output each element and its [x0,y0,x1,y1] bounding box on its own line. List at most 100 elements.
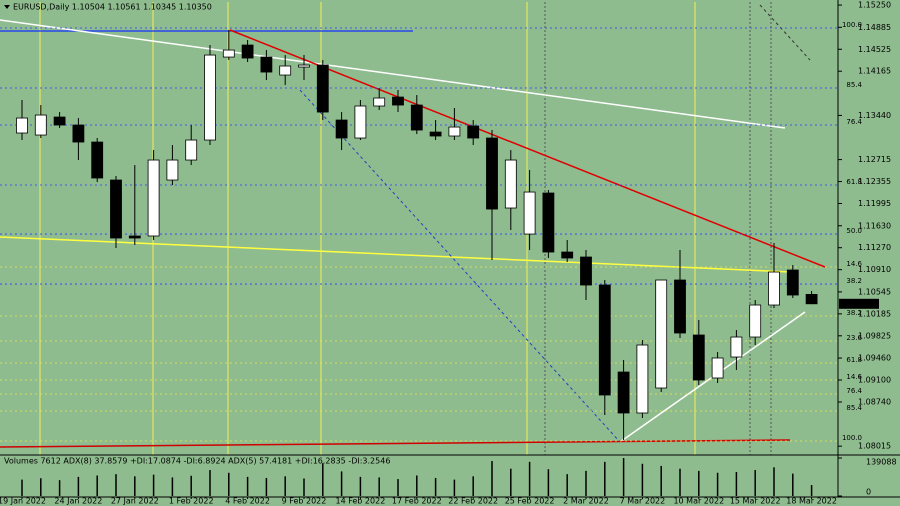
candle-body [72,124,85,143]
y-tick-label: 1.15250 [858,1,891,10]
indicator-label: Volumes 7612 ADX(8) 37.8579 +DI:17.0874 … [4,457,390,466]
x-tick-label: 22 Feb 2022 [448,497,498,506]
candle-body [617,371,630,414]
candle-body [598,284,611,396]
candle-body [692,334,705,381]
fib-label: 85.4 [846,81,862,89]
y-tick-label: 1.12355 [858,177,891,186]
candle-body [655,279,668,389]
chart-title: EURUSD,Daily 1.10504 1.10561 1.10345 1.1… [13,3,212,12]
candle-body [805,294,818,305]
candle-body [128,235,141,239]
y-tick-label: 1.10185 [858,309,891,318]
candle-body [467,125,480,139]
candle-body [410,104,423,131]
candle-body [279,65,292,76]
candle-body [166,159,179,181]
x-tick-label: 2 Mar 2022 [563,497,609,506]
x-tick-label: 15 Mar 2022 [730,497,781,506]
dotted-separators [544,2,772,455]
candle-body [749,304,762,338]
fib-label: 76.4 [846,118,862,126]
trend-lines [0,4,826,448]
candle-body [298,64,310,68]
x-tick-label: 24 Jan 2022 [54,497,102,506]
candle-body [542,192,555,253]
candle-body [429,131,442,137]
x-tick-label: 25 Feb 2022 [505,497,555,506]
candle-body [561,251,574,259]
candle-body [392,96,404,106]
candle-body [768,271,780,306]
candle-body [110,179,122,239]
candle-body [91,141,104,179]
candle-body [16,117,28,134]
x-tick-label: 9 Feb 2022 [282,497,327,506]
candle-body [204,54,216,141]
fib-label: 50.0 [846,227,862,235]
x-tick-label: 7 Mar 2022 [620,497,666,506]
y-tick-label: 1.09825 [858,331,891,340]
y-tick-label: 1.11630 [858,221,891,230]
y-tick-label: 1.09100 [858,376,891,385]
x-tick-label: 27 Jan 2022 [111,497,159,506]
y-tick-label: 1.14885 [858,23,891,32]
candle-body [711,357,724,379]
fib-label: 85.4 [846,404,862,412]
fib-label: 38.2 [846,277,862,285]
x-tick-label: 17 Feb 2022 [392,497,442,506]
x-tick-label: 1 Feb 2022 [169,497,214,506]
y-tick-label: 1.08015 [858,442,891,451]
fib-label: 14.6 [846,373,862,381]
y-tick-label: 1.14525 [858,45,891,54]
candle-body [523,191,536,235]
menu-triangle [4,5,10,9]
x-tick-label: 18 Mar 2022 [786,497,837,506]
y-tick-label: 1.10910 [858,265,891,274]
candle-body [185,139,198,161]
candle-body [730,336,743,358]
candle-body [34,114,47,136]
y-tick-label: 1.12715 [858,155,891,164]
y-tick-label: 1.11270 [858,243,891,252]
candle-body [53,116,66,126]
y-tick-label: 1.08740 [858,397,891,406]
candle-body [504,159,517,209]
y-tick-label: 1.10545 [858,287,891,296]
last-price-label: 1.10350 [842,299,875,308]
candle-body [448,126,461,137]
candle-body [486,137,498,210]
y-tick-label: 1.14165 [858,67,891,76]
y-tick-label: 1.11995 [858,199,891,208]
volume-tick-label: 139088 [866,458,897,467]
fib-label: 76.4 [846,387,862,395]
candle-body [260,56,273,73]
candle-body [316,64,329,113]
candle-body [241,44,254,59]
y-tick-label: 1.13440 [858,111,891,120]
x-tick-label: 10 Mar 2022 [673,497,724,506]
candle-body [335,119,348,139]
candle-body [147,159,160,237]
volume-tick-label: 0 [866,488,871,497]
x-tick-label: 14 Feb 2022 [336,497,386,506]
candle-body [636,344,649,414]
fib-label: 61.8 [846,356,862,364]
candle-body [580,256,592,286]
x-tick-label: 4 Feb 2022 [225,497,270,506]
candle-body [354,105,367,139]
fib-label: 100.0 [842,434,862,442]
fib-label: 23.6 [846,334,862,342]
candle-body [674,279,686,334]
fib-label: 100.0 [842,21,862,29]
x-tick-label: 19 Jan 2022 [0,497,46,506]
last-price-box [839,298,879,309]
fib-label: 61.8 [846,178,862,186]
candle-body [786,269,799,296]
fib-label: 14.6 [846,260,862,268]
fib-label: 38.2 [846,309,862,317]
candle-body [222,49,235,58]
y-tick-label: 1.09460 [858,354,891,363]
